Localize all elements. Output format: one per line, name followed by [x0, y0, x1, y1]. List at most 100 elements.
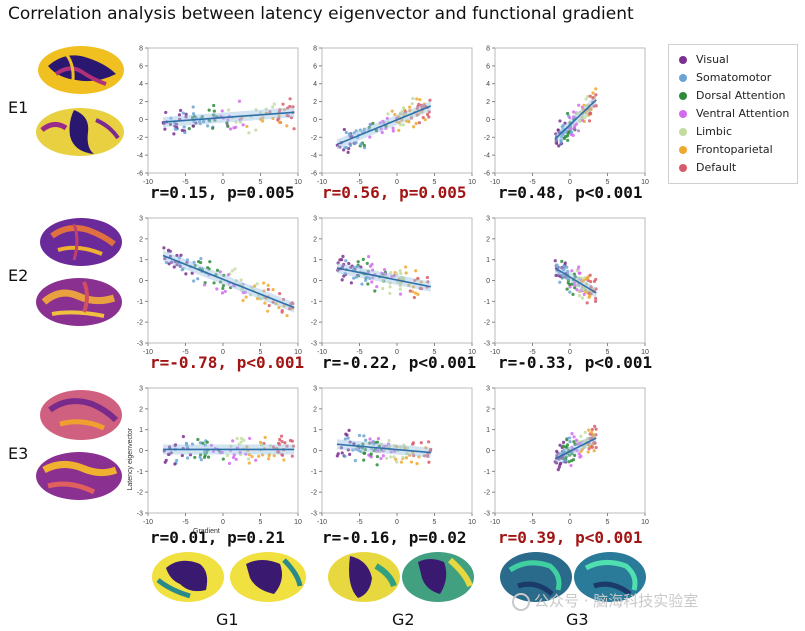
data-point — [593, 441, 597, 445]
data-point — [193, 263, 197, 268]
data-point — [422, 454, 427, 458]
data-point — [570, 432, 574, 436]
y-tick-label: 4 — [486, 81, 490, 88]
y-tick-label: 6 — [139, 63, 143, 70]
data-point — [579, 288, 583, 292]
data-point — [267, 303, 271, 308]
watermark-text: 公众号 · 脑海科技实验室 — [534, 592, 699, 610]
data-point — [371, 121, 375, 125]
legend-item: Ventral Attention — [679, 107, 789, 120]
x-tick-label: 0 — [395, 519, 399, 526]
data-point — [568, 282, 572, 287]
data-point — [416, 292, 420, 296]
data-point — [200, 268, 204, 272]
data-point — [586, 275, 590, 279]
data-point — [594, 427, 598, 431]
data-point — [344, 130, 348, 135]
data-point — [577, 294, 582, 298]
data-point — [264, 107, 268, 111]
data-point — [368, 264, 373, 268]
data-point — [228, 285, 233, 290]
data-point — [184, 115, 188, 119]
data-point — [376, 448, 380, 452]
data-point — [588, 444, 592, 448]
data-point — [198, 441, 202, 445]
y-tick-label: 3 — [313, 216, 317, 223]
data-point — [360, 446, 364, 450]
data-point — [568, 116, 572, 120]
data-point — [367, 125, 371, 130]
data-point — [200, 267, 204, 271]
confidence-band — [337, 439, 431, 458]
data-point — [250, 454, 254, 459]
data-point — [221, 116, 226, 120]
data-point — [261, 295, 266, 299]
data-point — [199, 458, 203, 462]
data-point — [285, 444, 289, 448]
data-point — [175, 125, 179, 130]
correlation-stat: r=0.15, p=0.005 — [150, 183, 295, 202]
data-point — [344, 267, 349, 272]
data-point — [426, 452, 430, 457]
data-point — [347, 132, 351, 136]
data-point — [347, 134, 352, 138]
y-tick-label: -4 — [311, 153, 317, 160]
data-point — [175, 127, 179, 131]
regression-line — [336, 443, 431, 454]
y-tick-label: 4 — [313, 81, 317, 88]
data-point — [337, 267, 341, 271]
data-point — [374, 449, 379, 453]
y-tick-label: -3 — [137, 511, 143, 518]
data-point — [593, 441, 597, 445]
data-point — [578, 440, 582, 444]
data-point — [557, 131, 562, 135]
y-tick-label: -3 — [484, 511, 490, 518]
data-point — [412, 295, 416, 300]
row-label-e2: E2 — [8, 266, 29, 285]
data-point — [352, 276, 356, 280]
data-point — [567, 453, 572, 457]
data-point — [190, 271, 194, 275]
data-point — [336, 268, 340, 272]
data-point — [363, 448, 368, 452]
data-point — [584, 103, 588, 108]
data-point — [191, 105, 195, 109]
data-point — [585, 113, 589, 118]
data-point — [395, 116, 399, 120]
data-point — [397, 116, 402, 120]
data-point — [251, 288, 256, 293]
data-point — [277, 110, 281, 114]
data-point — [370, 268, 375, 272]
data-point — [576, 283, 581, 287]
data-point — [388, 285, 392, 289]
data-point — [567, 448, 571, 452]
data-point — [573, 275, 577, 279]
data-point — [368, 276, 372, 280]
data-point — [570, 269, 574, 273]
data-point — [587, 295, 591, 299]
data-point — [214, 273, 218, 277]
data-point — [204, 270, 208, 275]
data-point — [189, 265, 193, 269]
data-point — [586, 442, 590, 447]
data-point — [350, 264, 354, 268]
data-point — [340, 258, 344, 262]
data-point — [387, 444, 392, 448]
y-tick-label: -2 — [311, 490, 317, 497]
data-point — [585, 282, 589, 286]
y-tick-label: 3 — [486, 386, 490, 393]
data-point — [555, 264, 559, 268]
data-point — [568, 123, 573, 127]
data-point — [267, 453, 271, 458]
legend-marker-icon — [679, 92, 687, 100]
data-point — [565, 273, 570, 277]
data-point — [558, 274, 562, 278]
data-point — [580, 287, 584, 291]
y-tick-label: 8 — [486, 46, 490, 53]
data-point — [175, 458, 179, 463]
data-point — [354, 129, 358, 133]
y-tick-label: -1 — [484, 469, 490, 476]
data-point — [393, 112, 397, 117]
data-point — [575, 279, 579, 283]
data-point — [356, 136, 360, 140]
